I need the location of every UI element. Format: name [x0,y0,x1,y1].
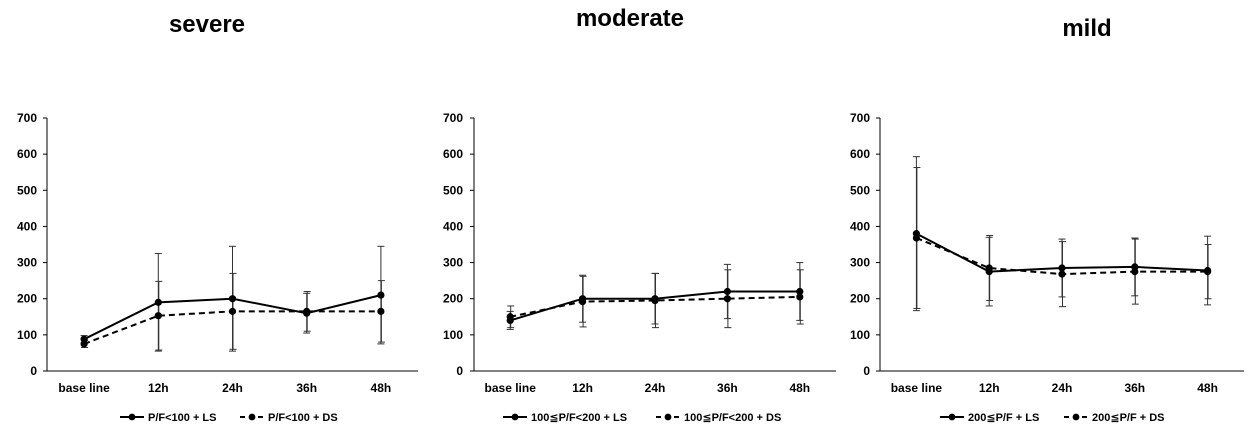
y-tick-label: 200 [443,292,463,306]
x-tick-label: 36h [1124,381,1145,395]
legend-marker [664,413,672,421]
legend-label-ls: 200≦P/F + LS [968,412,1039,424]
legend-label-ls: P/F<100 + LS [148,412,216,424]
y-tick-label: 600 [850,147,870,161]
y-tick-label: 400 [443,219,463,233]
x-tick-label: 48h [789,381,810,395]
chart-title: severe [169,11,245,38]
data-point [377,307,385,315]
x-tick-label: 12h [572,381,593,395]
data-point [796,287,804,296]
data-point [1131,268,1139,276]
legend-marker [1072,413,1080,421]
data-point [1058,264,1066,272]
legend: 200≦P/F + LS 200≦P/F + DS [940,412,1165,424]
y-tick-label: 200 [850,292,870,306]
y-tick-label: 700 [443,111,463,125]
legend-marker [511,413,519,421]
chart-title: mild [1062,15,1111,42]
legend-marker [128,413,136,421]
data-point [651,296,659,305]
y-tick-label: 500 [850,183,870,197]
legend-item-ls: 100≦P/F<200 + LS [503,412,627,424]
y-tick-label: 100 [17,328,37,342]
data-point [985,264,993,272]
x-tick-label: 48h [371,381,392,395]
y-tick-label: 700 [17,111,37,125]
y-tick-label: 0 [456,364,463,378]
y-tick-label: 600 [17,147,37,161]
chart-title: moderate [576,5,684,32]
data-point [228,307,237,315]
x-tick-label: 12h [148,381,169,395]
series-line-ds [509,295,800,318]
chart-severe: severe 0 100 200 300 400 500 600 700 base line 1… [17,11,418,424]
y-tick-label: 500 [17,183,37,197]
data-point [506,313,514,321]
x-tick-label: base line [485,381,537,395]
legend-item-ds: P/F<100 + DS [240,412,338,424]
y-tick-label: 700 [850,111,870,125]
x-tick-label: 24h [1052,381,1073,395]
y-tick-label: 300 [17,256,37,270]
x-tick-label: 12h [979,381,1000,395]
y-tick-label: 200 [17,292,37,306]
data-point [723,287,732,296]
x-tick-label: 36h [296,381,317,395]
legend-marker [248,413,256,421]
legend-item-ls: 200≦P/F + LS [940,412,1039,424]
legend-marker [948,413,956,421]
data-point [228,295,237,303]
data-point [912,234,921,242]
data-point [579,298,587,306]
y-tick-label: 0 [30,364,37,378]
legend-label-ds: 100≦P/F<200 + DS [684,412,781,424]
data-point [80,340,88,348]
y-tick-label: 300 [443,256,463,270]
y-tick-label: 300 [850,256,870,270]
data-point [154,298,162,306]
legend: P/F<100 + LS P/F<100 + DS [120,412,338,424]
data-point [303,307,311,315]
chart-mild: mild 0 100 200 300 400 500 600 700 base line 12h… [850,15,1244,424]
x-tick-label: 24h [645,381,666,395]
chart-moderate: moderate 0 100 200 300 400 500 600 700 base lin… [443,5,836,424]
x-tick-label: 36h [717,381,738,395]
y-tick-label: 600 [443,147,463,161]
data-point [796,293,804,301]
y-tick-label: 100 [443,328,463,342]
data-point [1058,270,1066,278]
legend-label-ls: 100≦P/F<200 + LS [531,412,627,424]
data-point [377,291,385,299]
x-tick-label: 48h [1197,381,1218,395]
data-point [723,295,732,303]
legend-label-ds: P/F<100 + DS [268,412,338,424]
y-tick-label: 0 [863,364,870,378]
legend-item-ds: 200≦P/F + DS [1064,412,1165,424]
data-point [1204,268,1212,276]
y-tick-label: 500 [443,183,463,197]
x-tick-label: base line [58,381,110,395]
y-tick-label: 400 [850,219,870,233]
y-tick-label: 100 [850,328,870,342]
x-tick-label: 24h [222,381,243,395]
legend-item-ls: P/F<100 + LS [120,412,216,424]
legend: 100≦P/F<200 + LS 100≦P/F<200 + DS [503,412,781,424]
legend-item-ds: 100≦P/F<200 + DS [656,412,781,424]
data-point [154,312,162,320]
legend-label-ds: 200≦P/F + DS [1092,412,1165,424]
x-tick-label: base line [891,381,943,395]
y-tick-label: 400 [17,219,37,233]
